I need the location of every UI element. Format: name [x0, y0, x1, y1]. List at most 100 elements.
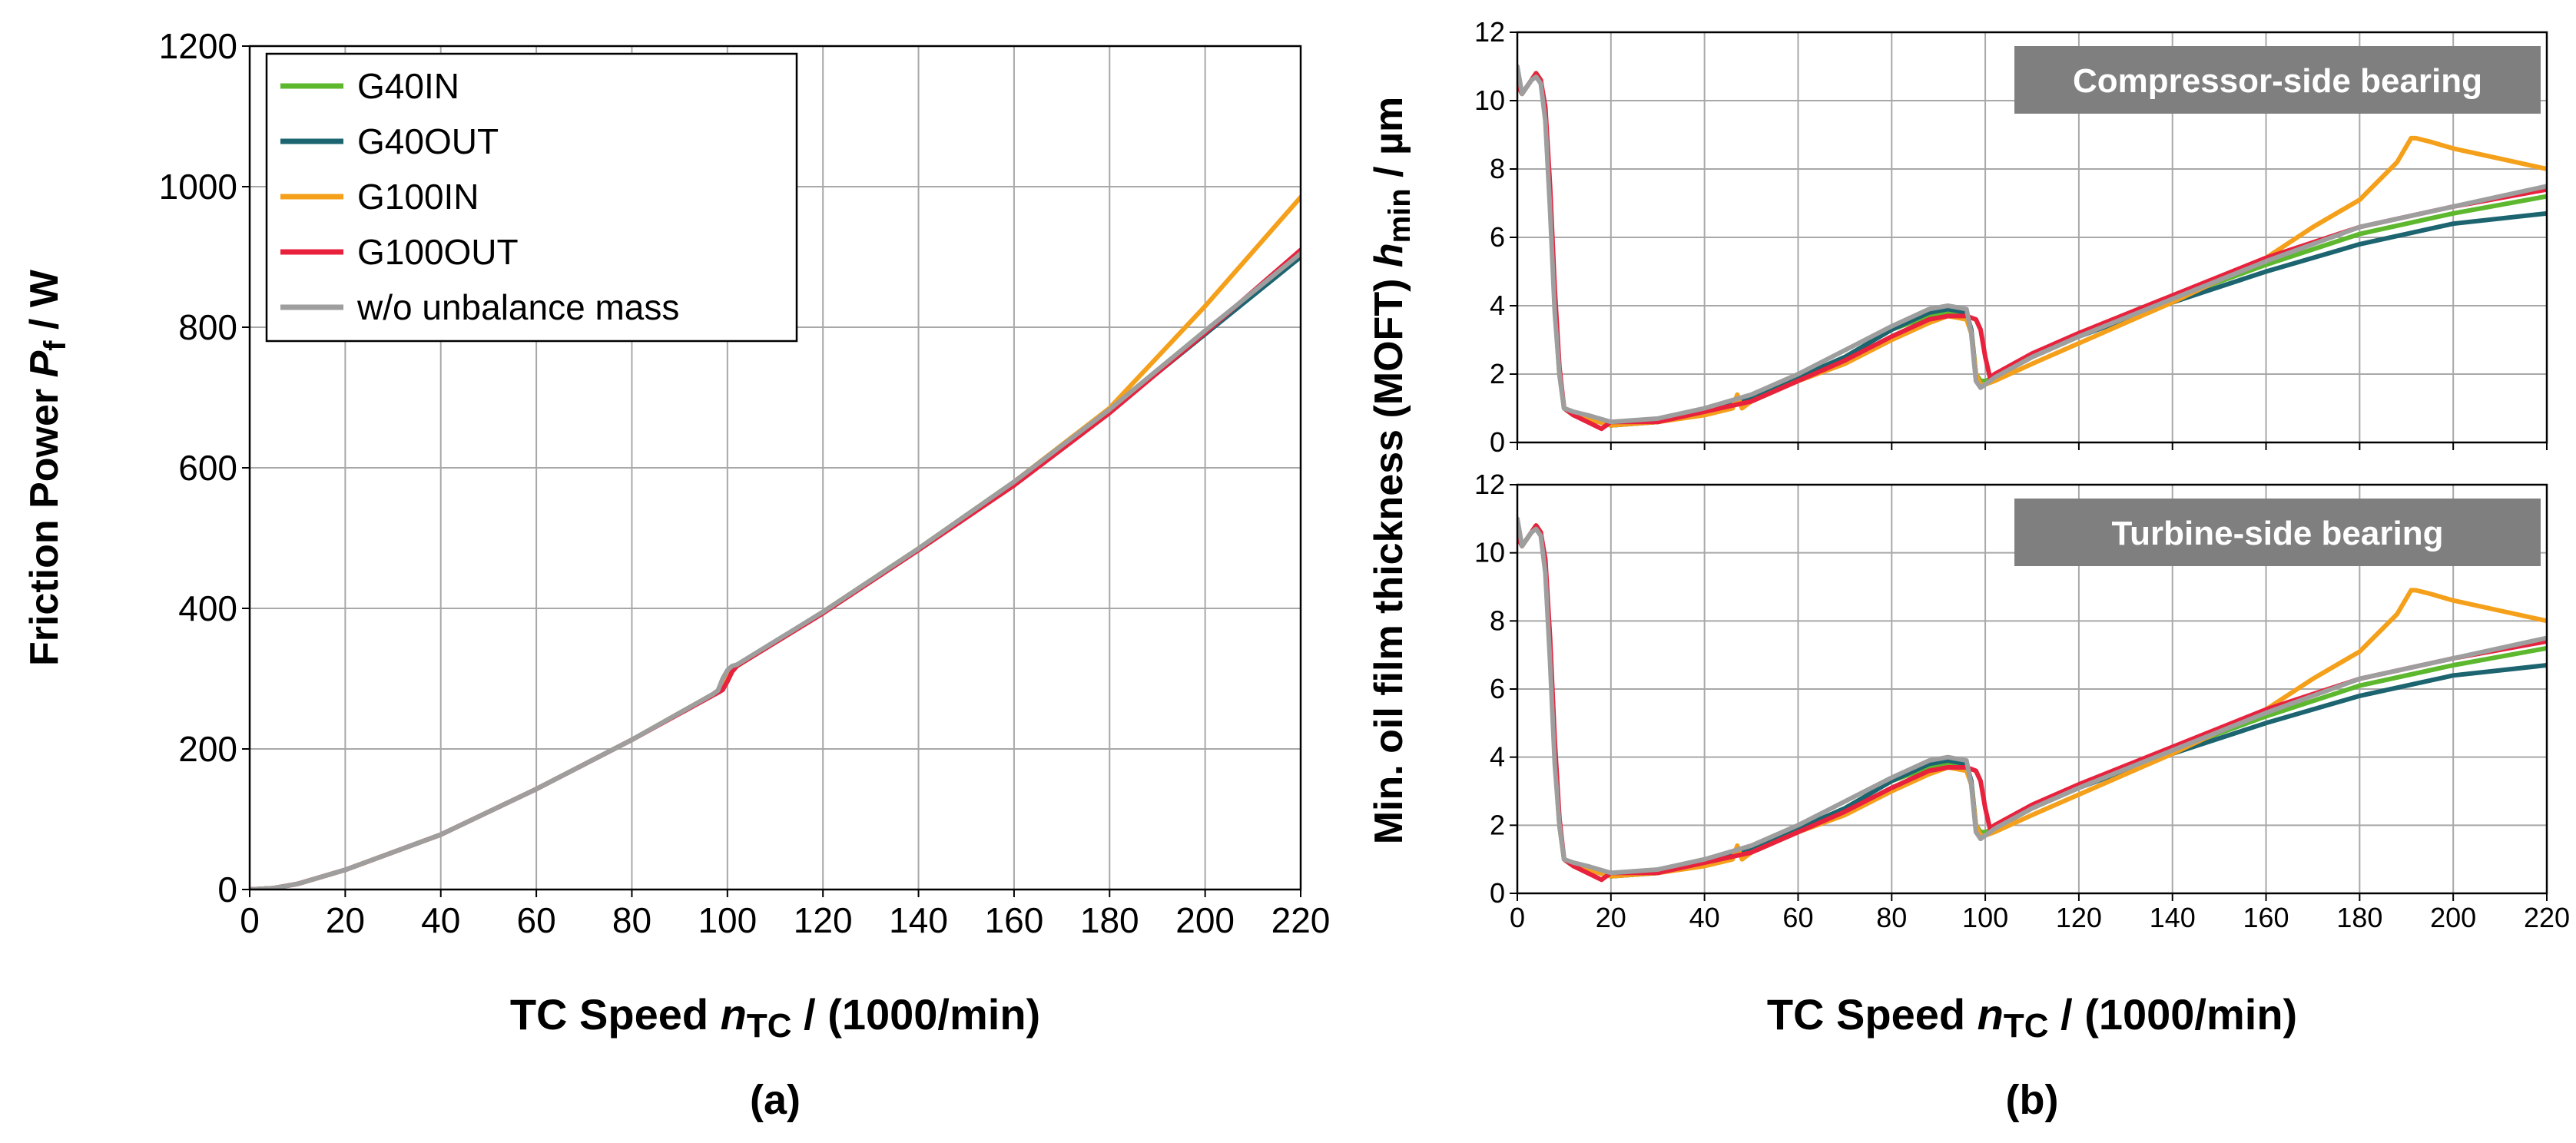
series-line-g100in — [1517, 71, 2547, 428]
y-axis-label-suffix: / W — [22, 269, 67, 340]
y-tick-label: 200 — [178, 729, 237, 769]
x-tick-label: 180 — [2336, 902, 2382, 933]
series-line-w-o-unbalance-mass — [1517, 64, 2547, 425]
y-tick-label: 600 — [178, 448, 237, 488]
y-tick-label: 12 — [1474, 16, 1505, 48]
y-axis-label-b-suffix: / µm — [1367, 97, 1411, 189]
y-tick-label: 800 — [178, 307, 237, 347]
plot-0: 0 20 40 60 80 100 120 140 160 180 200 220 0 200 400 600… — [22, 26, 1330, 1123]
y-tick-label: 6 — [1490, 221, 1505, 253]
series-group — [1517, 64, 2547, 432]
y-tick-label: 10 — [1474, 84, 1505, 116]
x-tick-label: 20 — [1596, 902, 1626, 933]
series-group — [1517, 516, 2547, 883]
x-tick-label: 0 — [240, 900, 260, 940]
x-axis-label-prefix: TC Speed — [510, 990, 721, 1039]
legend-entry: G40IN — [357, 66, 459, 106]
x-axis-label: TC Speed nTC / (1000/min) — [510, 990, 1040, 1045]
x-tick-label: 160 — [985, 900, 1044, 940]
x-tick-label: 40 — [421, 900, 460, 940]
y-tick-label: 0 — [1490, 877, 1505, 909]
x-tick-label: 140 — [889, 900, 948, 940]
x-tick-label: 220 — [2524, 902, 2570, 933]
x-tick-label: 200 — [2430, 902, 2476, 933]
x-tick-label: 60 — [1782, 902, 1813, 933]
x-tick-label: 0 — [1510, 902, 1525, 933]
y-axis-label-b-prefix: Min. oil film thickness (MOFT) — [1367, 267, 1411, 844]
series-line-g40out — [1517, 523, 2547, 879]
x-tick-label: 80 — [612, 900, 651, 940]
y-tick-label: 4 — [1490, 741, 1505, 773]
y-axis-label-prefix: Friction Power — [22, 377, 67, 666]
x-tick-label: 100 — [698, 900, 757, 940]
y-axis-label-subscript: f — [38, 340, 72, 351]
banner-title: Compressor-side bearing — [2073, 62, 2482, 100]
y-tick-label: 4 — [1490, 290, 1505, 321]
series-group — [250, 194, 1301, 890]
x-tick-label: 140 — [2150, 902, 2196, 933]
x-tick-label: 120 — [794, 900, 853, 940]
x-axis-label-suffix: / (1000/min) — [792, 990, 1041, 1039]
x-axis-label-b-suffix: / (1000/min) — [2049, 990, 2298, 1039]
x-tick-label: 120 — [2056, 902, 2102, 933]
x-axis-label-subscript: TC — [747, 1007, 792, 1045]
series-line-g40out — [250, 254, 1301, 890]
legend-entry: G100OUT — [357, 232, 519, 272]
y-tick-label: 10 — [1474, 537, 1505, 568]
legend: G40IN G40OUT G100IN G100OUT w/o unbalance ma… — [265, 52, 798, 343]
series-line-w-o-unbalance-mass — [250, 250, 1301, 890]
y-tick-label: 2 — [1490, 809, 1505, 840]
x-axis-label-variable: n — [721, 990, 747, 1039]
x-tick-label: 20 — [326, 900, 365, 940]
y-tick-label: 400 — [178, 588, 237, 628]
y-tick-label: 2 — [1490, 358, 1505, 389]
y-tick-label: 1000 — [159, 167, 237, 207]
series-line-g100out — [1517, 71, 2547, 432]
legend-box — [265, 52, 798, 343]
legend-entry: G100IN — [357, 177, 479, 217]
x-axis-label-b-prefix: TC Speed — [1767, 990, 1978, 1039]
banner-background — [2014, 46, 2541, 114]
x-axis-label-b: TC Speed nTC / (1000/min) — [1767, 990, 2297, 1045]
x-tick-label: 100 — [1962, 902, 2008, 933]
legend-entry: w/o unbalance mass — [356, 287, 679, 327]
series-line-g40out — [1517, 71, 2547, 428]
series-line-g40in — [250, 252, 1301, 890]
series-line-w-o-unbalance-mass — [1517, 516, 2547, 876]
x-tick-label: 200 — [1175, 900, 1235, 940]
x-axis-label-b-subscript: TC — [2004, 1007, 2049, 1045]
legend-entry: G40OUT — [357, 121, 499, 161]
y-tick-label: 0 — [1490, 426, 1505, 458]
banner-background — [2014, 499, 2541, 566]
y-tick-label: 1200 — [159, 26, 237, 66]
y-axis-label-b-subscript: min — [1383, 188, 1417, 243]
series-line-g100out — [1517, 523, 2547, 883]
y-tick-label: 12 — [1474, 469, 1505, 500]
x-tick-label: 160 — [2243, 902, 2289, 933]
x-tick-label: 40 — [1689, 902, 1720, 933]
y-tick-label: 0 — [217, 870, 237, 909]
x-axis-label-b-variable: n — [1978, 990, 2004, 1039]
y-axis-label-b-variable: h — [1367, 243, 1411, 267]
y-tick-label: 8 — [1490, 153, 1505, 184]
y-axis-label: Friction Power Pf / W — [22, 269, 72, 666]
panel-label: (a) — [750, 1077, 801, 1123]
series-line-g100in — [1517, 523, 2547, 879]
y-axis-label-variable: P — [22, 350, 67, 377]
panel-label-b: (b) — [2006, 1077, 2059, 1123]
y-tick-label: 6 — [1490, 673, 1505, 704]
y-tick-label: 8 — [1490, 605, 1505, 636]
plot-1: 0 2 4 6 8 10 12 — [1474, 16, 2548, 458]
banner-title: Turbine-side bearing — [2112, 515, 2444, 552]
panel-banner: Turbine-side bearing — [2014, 499, 2541, 566]
y-axis-label-b: Min. oil film thickness (MOFT) hmin / µm — [1367, 97, 1417, 845]
series-line-g40in — [1517, 71, 2547, 428]
x-tick-label: 220 — [1271, 900, 1331, 940]
series-line-g40in — [1517, 523, 2547, 879]
x-tick-label: 180 — [1080, 900, 1139, 940]
x-tick-label: 80 — [1876, 902, 1907, 933]
x-tick-label: 60 — [517, 900, 556, 940]
series-line-g100out — [250, 247, 1301, 890]
panel-banner: Compressor-side bearing — [2014, 46, 2541, 114]
